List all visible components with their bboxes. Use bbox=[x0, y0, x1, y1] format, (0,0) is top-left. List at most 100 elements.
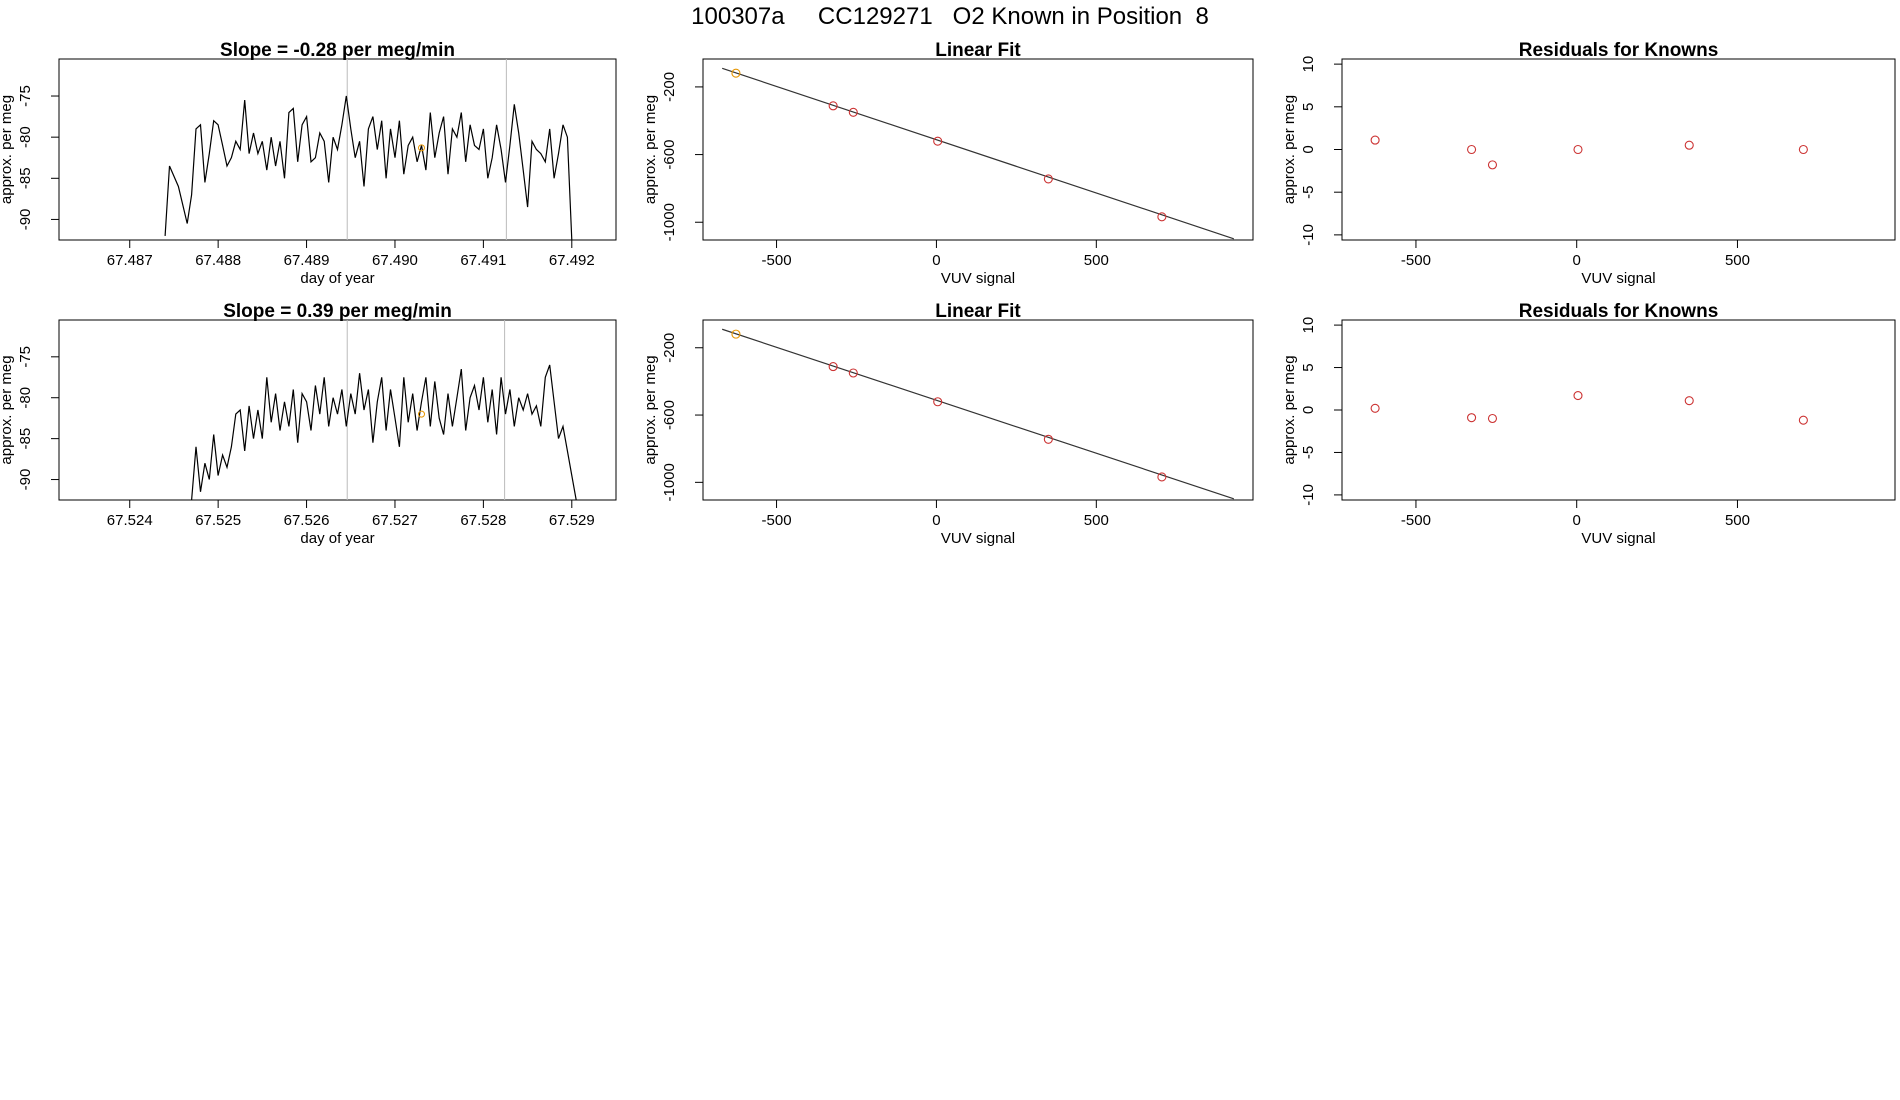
x-tick-label: -500 bbox=[762, 252, 792, 269]
y-tick-label: -1000 bbox=[661, 463, 678, 501]
data-point bbox=[828, 101, 838, 111]
plot-frame bbox=[1341, 58, 1896, 241]
highlight-point bbox=[417, 144, 425, 152]
data-point bbox=[1573, 144, 1583, 155]
data-point bbox=[828, 362, 838, 372]
x-tick-label: 67.491 bbox=[460, 252, 506, 269]
y-tick-label: 10 bbox=[1300, 56, 1317, 73]
figure-title: 100307a CC129271 O2 Known in Position 8 bbox=[691, 3, 1209, 30]
y-tick-label: -200 bbox=[661, 72, 678, 102]
x-tick-label: 0 bbox=[932, 512, 940, 529]
y-tick-label: 5 bbox=[1300, 103, 1317, 111]
y-tick-label: -5 bbox=[1300, 446, 1317, 459]
plot-frame bbox=[58, 58, 617, 241]
data-point bbox=[1573, 391, 1583, 401]
data-point bbox=[1370, 135, 1380, 145]
y-axis-label: approx. per meg bbox=[1281, 95, 1298, 204]
y-tick-label: -90 bbox=[17, 469, 34, 491]
y-tick-label: -90 bbox=[17, 209, 34, 231]
x-axis-label: day of year bbox=[300, 530, 374, 547]
x-tick-label: 67.526 bbox=[284, 512, 330, 529]
x-tick-label: 67.489 bbox=[284, 252, 330, 269]
data-point bbox=[933, 136, 943, 146]
x-tick-label: 67.490 bbox=[372, 252, 418, 269]
data-point bbox=[1684, 396, 1694, 406]
data-point bbox=[731, 68, 741, 78]
chart-panel-1: Slope = -0.28 per meg/min 67.487 67.488 67.… bbox=[0, 40, 617, 287]
y-axis-label: approx. per meg bbox=[642, 355, 659, 464]
data-point bbox=[1684, 140, 1694, 150]
data-point bbox=[1467, 413, 1477, 423]
plot-frame bbox=[58, 319, 617, 501]
x-tick-label: 0 bbox=[1573, 512, 1581, 529]
x-tick-label: -500 bbox=[1401, 252, 1431, 269]
x-tick-label: 67.524 bbox=[107, 512, 153, 529]
data-layer bbox=[59, 59, 573, 240]
x-axis-label: VUV signal bbox=[941, 270, 1015, 287]
x-tick-label: 0 bbox=[932, 252, 940, 269]
y-tick-label: -85 bbox=[17, 167, 34, 189]
chart-title: Slope = -0.28 per meg/min bbox=[220, 40, 455, 61]
data-point bbox=[933, 397, 943, 407]
x-tick-label: 67.488 bbox=[195, 252, 241, 269]
x-axis-label: VUV signal bbox=[1581, 530, 1655, 547]
x-tick-label: 67.492 bbox=[549, 252, 595, 269]
plot-frame bbox=[1341, 319, 1896, 501]
x-tick-label: 67.528 bbox=[460, 512, 506, 529]
x-axis-label: VUV signal bbox=[941, 530, 1015, 547]
data-layer bbox=[59, 320, 577, 500]
data-point bbox=[1043, 174, 1053, 184]
y-axis-label: approx. per meg bbox=[0, 95, 15, 204]
data-point bbox=[731, 329, 741, 339]
y-tick-label: -200 bbox=[661, 333, 678, 363]
data-point bbox=[848, 368, 858, 378]
chart-title: Residuals for Knowns bbox=[1519, 301, 1719, 322]
y-tick-label: 0 bbox=[1300, 145, 1317, 153]
signal-trace bbox=[164, 95, 573, 240]
x-axis-label: day of year bbox=[300, 270, 374, 287]
y-tick-label: -1000 bbox=[661, 203, 678, 241]
y-tick-label: -75 bbox=[17, 85, 34, 107]
x-tick-label: 500 bbox=[1725, 252, 1750, 269]
x-axis-label: VUV signal bbox=[1581, 270, 1655, 287]
y-tick-label: -600 bbox=[661, 140, 678, 170]
plot-frame bbox=[702, 319, 1254, 501]
y-axis-label: approx. per meg bbox=[642, 95, 659, 204]
y-axis-label: approx. per meg bbox=[1281, 355, 1298, 464]
data-point bbox=[1798, 415, 1808, 425]
y-axis-label: approx. per meg bbox=[0, 355, 15, 464]
chart-panel-2: Linear Fit -500 0 500 VUV signal -1000 -600 -20… bbox=[642, 40, 1254, 287]
x-tick-label: 500 bbox=[1725, 512, 1750, 529]
y-tick-label: -10 bbox=[1300, 224, 1317, 246]
highlight-point bbox=[417, 410, 425, 418]
fit-line bbox=[721, 67, 1235, 240]
data-point bbox=[1370, 403, 1380, 413]
chart-panel-4: Slope = 0.39 per meg/min 67.524 67.525 67.5… bbox=[0, 301, 617, 547]
data-point bbox=[1487, 413, 1498, 424]
data-point bbox=[1043, 434, 1053, 444]
chart-panel-6: Residuals for Knowns -500 0 500 VUV signal -1… bbox=[1281, 301, 1896, 547]
x-tick-label: -500 bbox=[1401, 512, 1431, 529]
chart-panel-5: Linear Fit -500 0 500 VUV signal -1000 -600 -20… bbox=[642, 301, 1254, 547]
x-tick-label: 500 bbox=[1084, 252, 1109, 269]
x-tick-label: -500 bbox=[762, 512, 792, 529]
x-tick-label: 67.525 bbox=[195, 512, 241, 529]
x-tick-label: 500 bbox=[1084, 512, 1109, 529]
y-tick-label: 10 bbox=[1300, 317, 1317, 334]
plot-frame bbox=[702, 58, 1254, 241]
y-tick-label: 0 bbox=[1300, 406, 1317, 414]
data-point bbox=[1157, 212, 1167, 222]
fit-line bbox=[721, 328, 1235, 500]
chart-title: Linear Fit bbox=[935, 40, 1021, 61]
y-tick-label: 5 bbox=[1300, 363, 1317, 371]
y-tick-label: -10 bbox=[1300, 484, 1317, 506]
chart-title: Slope = 0.39 per meg/min bbox=[223, 301, 452, 322]
data-point bbox=[1487, 160, 1498, 170]
data-point bbox=[848, 107, 858, 117]
x-tick-label: 67.527 bbox=[372, 512, 418, 529]
y-tick-label: -85 bbox=[17, 428, 34, 450]
y-tick-label: -600 bbox=[661, 400, 678, 430]
chart-panel-3: Residuals for Knowns -500 0 500 VUV signal -1… bbox=[1281, 40, 1896, 287]
y-tick-label: -5 bbox=[1300, 186, 1317, 199]
chart-title: Linear Fit bbox=[935, 301, 1021, 322]
